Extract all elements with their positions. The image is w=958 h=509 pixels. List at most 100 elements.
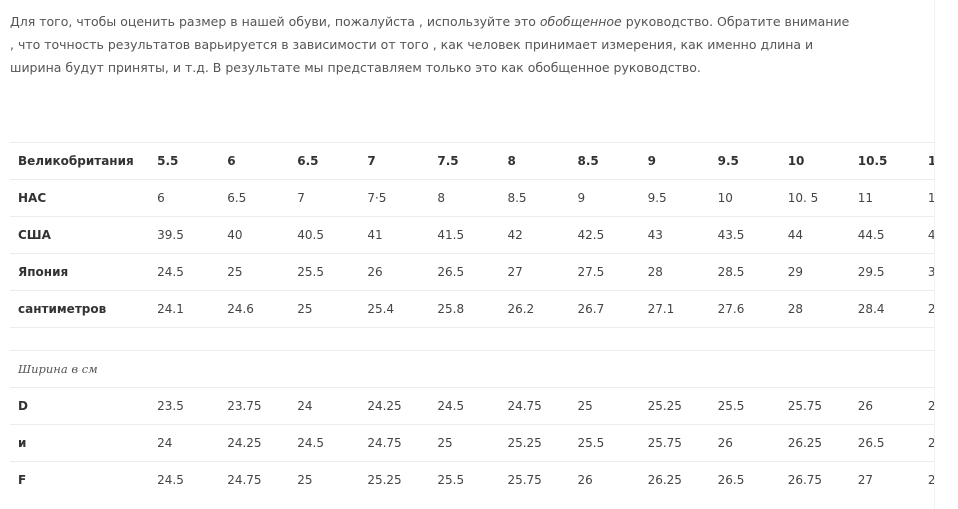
size-cell: 9	[639, 142, 710, 180]
size-cell: 25.5	[429, 461, 500, 498]
row-label: D	[10, 387, 150, 425]
size-cell: 23.5	[149, 387, 220, 425]
section-spacer	[10, 327, 934, 351]
size-cell: 43.5	[709, 216, 780, 254]
size-cell: 28	[779, 290, 850, 328]
size-cell: 24.25	[219, 424, 290, 462]
width-row: F 24.5 24.75 25 25.25 25.5 25.75 26 26.25 26.5 26.…	[10, 461, 934, 498]
size-cell: 6.5	[219, 179, 290, 217]
intro-emphasis: обобщенное	[539, 14, 622, 29]
size-cell: 39.5	[149, 216, 220, 254]
size-cell: 24.75	[219, 461, 290, 498]
size-cell: 10.5	[849, 142, 920, 180]
width-note: Ширина в см	[10, 350, 934, 388]
size-cell: 43	[639, 216, 710, 254]
row-label: F	[10, 461, 150, 498]
size-cell: 25.25	[499, 424, 570, 462]
size-cell: 27.1	[639, 290, 710, 328]
size-cell: 9.5	[709, 142, 780, 180]
size-cell: 26	[919, 424, 934, 462]
size-cell: 27	[499, 253, 570, 291]
size-cell: 25.25	[639, 387, 710, 425]
size-cell: 44.5	[849, 216, 920, 254]
row-label: США	[10, 216, 150, 254]
size-cell: 42.5	[569, 216, 640, 254]
width-note-row: Ширина в см	[10, 350, 934, 388]
size-cell: 5.5	[149, 142, 220, 180]
size-cell: 42	[499, 216, 570, 254]
size-cell: 6	[219, 142, 290, 180]
size-cell: 25.4	[359, 290, 430, 328]
size-cell: 26.5	[429, 253, 500, 291]
size-cell: 25.75	[779, 387, 850, 425]
size-cell: 25	[429, 424, 500, 462]
size-cell: 26.5	[849, 424, 920, 462]
size-cell: 26.25	[639, 461, 710, 498]
size-cell: 26.75	[779, 461, 850, 498]
intro-text-end: руководство. Обратите внимание , что точ…	[10, 14, 850, 75]
size-row: Великобритания5.566.577.588.599.51010.51…	[10, 142, 934, 180]
size-cell: 41.5	[429, 216, 500, 254]
row-label: Великобритания	[10, 142, 150, 180]
size-cell: 26.2	[499, 290, 570, 328]
size-cell: 8.5	[569, 142, 640, 180]
size-cell: 24	[149, 424, 220, 462]
size-chart-table: Великобритания5.566.577.588.599.51010.51…	[10, 142, 934, 498]
size-row: Япония 24.5 25 25.5 26 26.5 27 27.5 28 28.5 29 29.5…	[10, 253, 934, 291]
size-cell: 27.6	[709, 290, 780, 328]
size-cell: 25.8	[429, 290, 500, 328]
size-cell: 25	[219, 253, 290, 291]
size-chart: Великобритания5.566.577.588.599.51010.51…	[10, 142, 934, 498]
size-cell: 7	[359, 142, 430, 180]
size-cell: 27	[849, 461, 920, 498]
size-cell: 27.5	[569, 253, 640, 291]
size-cell: 28.4	[849, 290, 920, 328]
size-cell: 29.5	[849, 253, 920, 291]
size-cell: 24.1	[149, 290, 220, 328]
size-cell: 9.5	[639, 179, 710, 217]
size-cell: 11	[919, 142, 934, 180]
size-cell: 24.5	[149, 253, 220, 291]
row-label: и	[10, 424, 150, 462]
size-cell: 6	[149, 179, 220, 217]
width-row: и 24 24.25 24.5 24.75 25 25.25 25.5 25.75 26 26.25…	[10, 424, 934, 462]
size-cell: 7.5	[429, 142, 500, 180]
intro-paragraph: Для того, чтобы оценить размер в нашей о…	[10, 10, 850, 79]
page-edge-divider	[934, 0, 935, 509]
size-cell: 26	[569, 461, 640, 498]
size-cell: 29	[779, 253, 850, 291]
size-cell: 44	[779, 216, 850, 254]
size-cell: 26.5	[709, 461, 780, 498]
size-cell: 24.75	[499, 387, 570, 425]
size-cell: 26	[359, 253, 430, 291]
size-cell: 25	[569, 387, 640, 425]
size-cell: 28.5	[709, 253, 780, 291]
size-cell: 27	[919, 461, 934, 498]
width-rows: D 23.5 23.75 24 24.25 24.5 24.75 25 25.25 25.5 25.…	[10, 387, 934, 498]
size-cell: 8	[429, 179, 500, 217]
size-cell: 25.5	[569, 424, 640, 462]
size-cell: 24.6	[219, 290, 290, 328]
size-cell: 25.5	[289, 253, 360, 291]
size-cell: 7·5	[359, 179, 430, 217]
size-cell: 28	[639, 253, 710, 291]
size-row: сантиметров 24.1 24.6 25 25.4 25.8 26.2 26.7 27.…	[10, 290, 934, 328]
size-cell: 28	[919, 290, 934, 328]
size-cell: 40.5	[289, 216, 360, 254]
size-cell: 24.75	[359, 424, 430, 462]
size-cell: 45	[919, 216, 934, 254]
width-row: D 23.5 23.75 24 24.25 24.5 24.75 25 25.25 25.5 25.…	[10, 387, 934, 425]
size-cell: 26.25	[779, 424, 850, 462]
size-cell: 25.75	[639, 424, 710, 462]
size-cell: 7	[289, 179, 360, 217]
row-label: сантиметров	[10, 290, 150, 328]
size-cell: 25	[289, 461, 360, 498]
width-section: Ширина в см	[10, 327, 934, 388]
size-cell: 24.25	[359, 387, 430, 425]
size-cell: 26	[919, 387, 934, 425]
size-cell: 25.5	[709, 387, 780, 425]
size-cell: 24.5	[429, 387, 500, 425]
size-cell: 8.5	[499, 179, 570, 217]
